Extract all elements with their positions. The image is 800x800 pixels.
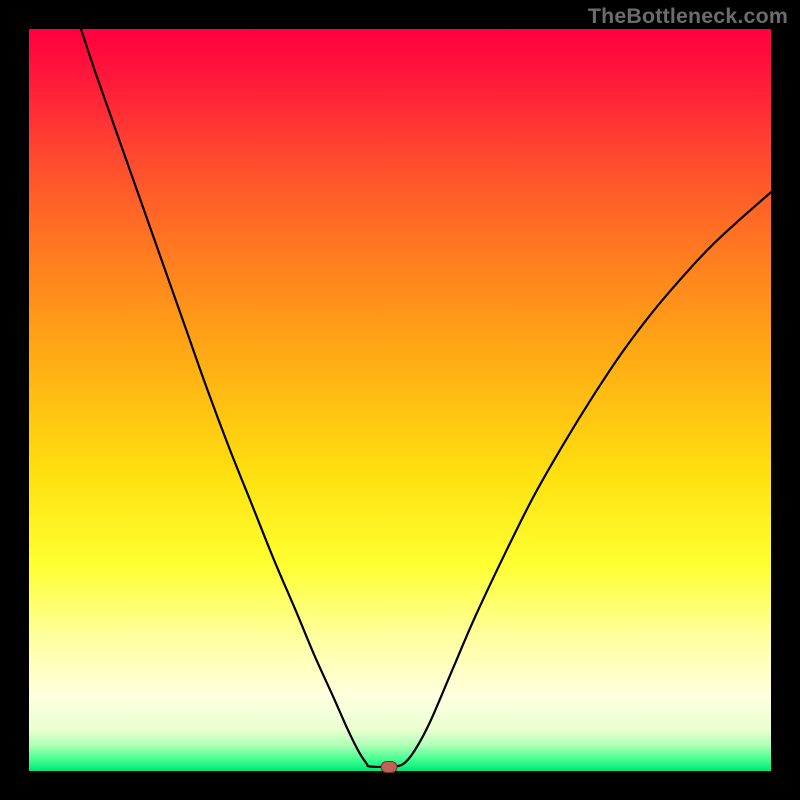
chart-frame: TheBottleneck.com xyxy=(0,0,800,800)
minimum-marker xyxy=(380,761,397,773)
plot-area xyxy=(29,29,771,771)
watermark-text: TheBottleneck.com xyxy=(588,4,788,29)
plot-svg xyxy=(29,29,771,771)
